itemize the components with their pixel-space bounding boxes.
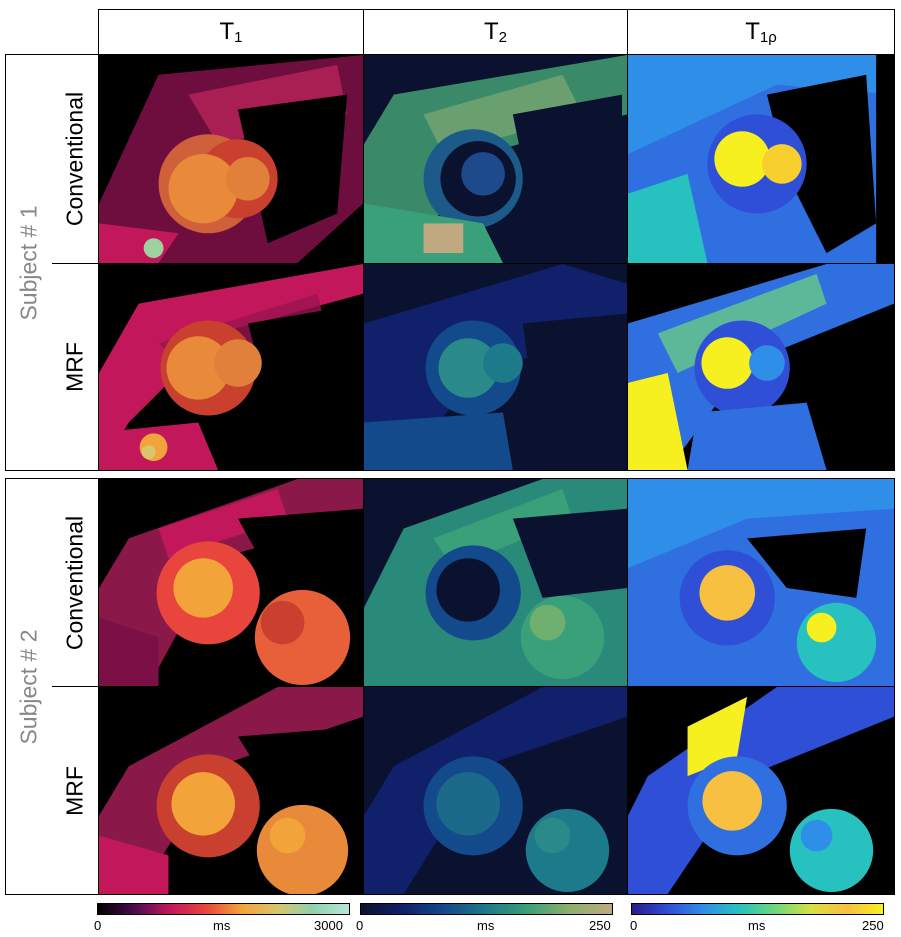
row-label-s2-mrf-box: MRF (52, 686, 99, 895)
image-s2-conventional-t1 (98, 478, 364, 687)
colorbar-t1 (97, 903, 350, 915)
row-label-s2-conventional: Conventional (61, 515, 88, 650)
image-s1-mrf-t1 (98, 263, 364, 471)
image-s2-mrf-t1rho (627, 686, 895, 895)
column-header-t1-symbol: T (219, 18, 235, 45)
row-label-s1-mrf: MRF (61, 342, 88, 392)
row-label-s2-conventional-box: Conventional (52, 478, 99, 687)
subject-1-label-box: Subject # 1 (5, 54, 53, 471)
colorbar-t1-max: 3000 (314, 918, 343, 933)
colorbar-t2-unit: ms (477, 918, 495, 933)
colorbar-t1rho (631, 903, 884, 915)
column-header-t2-symbol: T (483, 18, 499, 45)
column-header-t1rho-subscript: 1ρ (759, 28, 777, 46)
image-s2-mrf-t1 (98, 686, 364, 895)
subject-1-label: Subject # 1 (15, 204, 42, 321)
colorbar-t1-min: 0 (94, 918, 102, 933)
image-s2-conventional-t1rho (627, 478, 895, 687)
image-s1-conventional-t1 (98, 54, 364, 264)
subject-2-label: Subject # 2 (15, 628, 42, 745)
column-header-t1rho-symbol: T (745, 18, 760, 45)
image-s2-mrf-t2 (363, 686, 628, 895)
colorbar-t1rho-unit: ms (748, 918, 766, 933)
row-label-s1-conventional-box: Conventional (52, 54, 99, 264)
image-s1-mrf-t1rho (627, 263, 895, 471)
colorbar-t2 (360, 903, 613, 915)
row-label-s1-conventional: Conventional (61, 91, 88, 227)
column-header-t1rho: T 1ρ (627, 9, 895, 55)
subject-2-label-box: Subject # 2 (5, 478, 53, 895)
colorbar-t2-min: 0 (356, 918, 364, 933)
column-header-t1-subscript: 1 (234, 28, 243, 46)
colorbar-t1-unit: ms (213, 918, 231, 933)
image-s1-conventional-t1rho (627, 54, 895, 264)
colorbar-t1rho-min: 0 (630, 918, 638, 933)
colorbar-t2-max: 250 (589, 918, 611, 933)
row-label-s2-mrf: MRF (61, 765, 88, 816)
image-s1-mrf-t2 (363, 263, 628, 471)
row-label-s1-mrf-box: MRF (52, 263, 99, 471)
image-s2-conventional-t2 (363, 478, 628, 687)
column-header-t2-subscript: 2 (498, 28, 507, 46)
image-s1-conventional-t2 (363, 54, 628, 264)
colorbar-t1rho-max: 250 (862, 918, 884, 933)
